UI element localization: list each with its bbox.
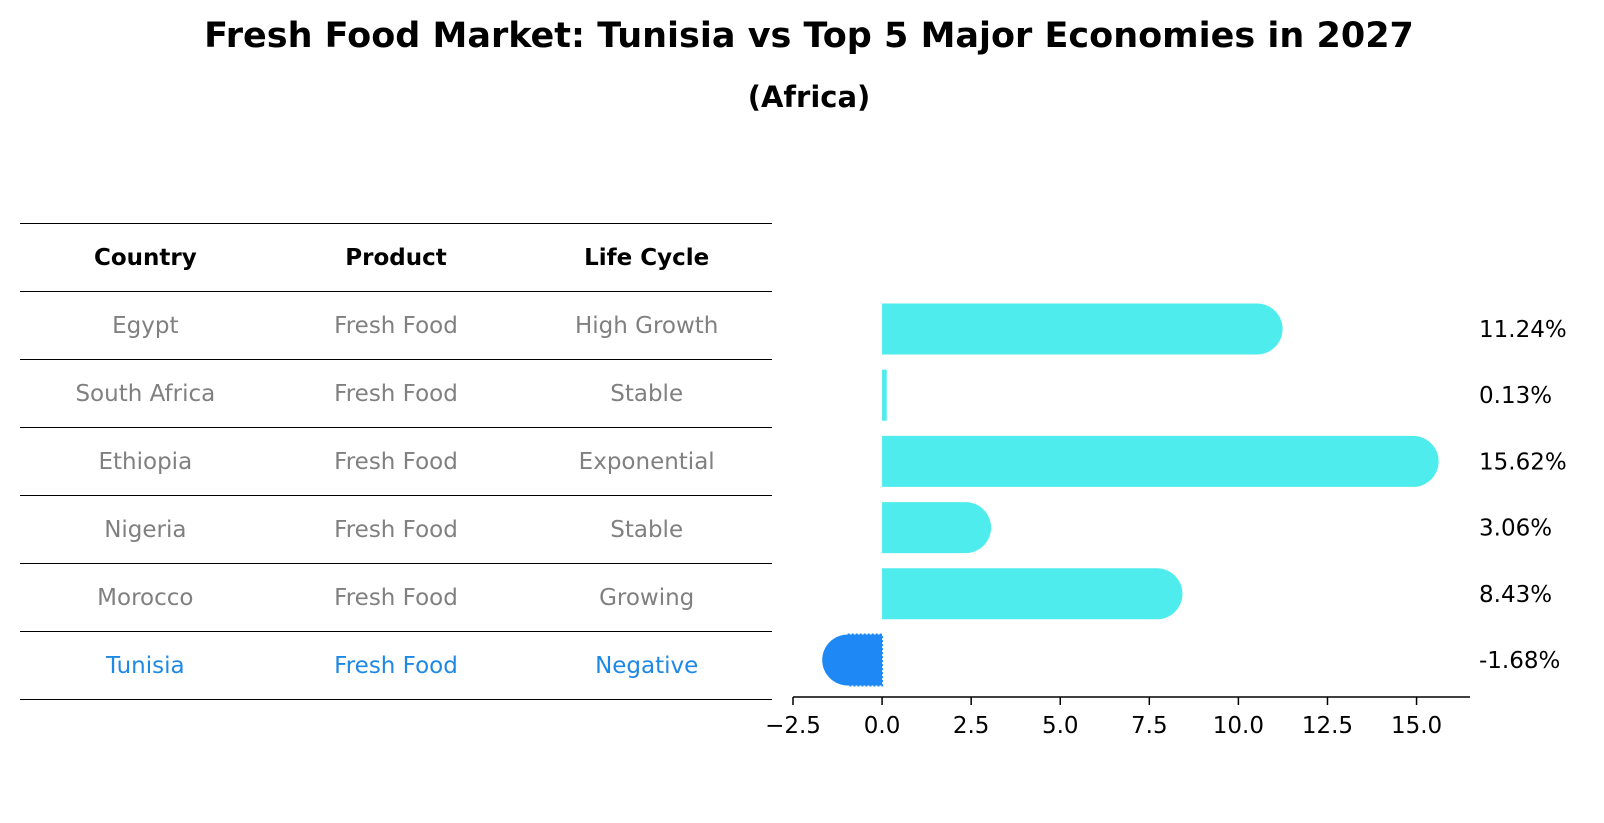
header-product: Product [345,244,447,271]
value-label: 11.24% [1479,317,1567,343]
table-row: Morocco Fresh Food Growing [20,564,772,632]
x-tick-label: −2.5 [765,713,821,739]
x-tick-label: 2.5 [953,713,990,739]
table-header: Country Product Life Cycle [20,223,772,292]
value-label: 15.62% [1479,449,1567,475]
header-country: Country [93,244,197,271]
bar-south-africa [882,369,887,421]
value-label: 0.13% [1479,383,1552,409]
table-row: Egypt Fresh Food High Growth [20,292,772,360]
country-table: Country Product Life Cycle Egypt Fresh F… [20,223,772,700]
x-axis: −2.5 0.0 2.5 5.0 7.5 10.0 12.5 15.0 [765,696,1470,739]
cell-product: Fresh Food [334,652,458,679]
header-life-cycle: Life Cycle [584,244,710,271]
cell-life-cycle: Negative [595,652,699,679]
bar-outline-dotted [847,633,884,687]
x-tick-label: 10.0 [1213,713,1264,739]
value-labels-group: 11.24% 0.13% 15.62% 3.06% 8.43% -1.68% [1479,317,1567,674]
chart-title: Fresh Food Market: Tunisia vs Top 5 Majo… [204,16,1414,56]
bar-tunisia [822,634,883,686]
cell-country: South Africa [75,380,216,407]
bar-nigeria [882,502,992,554]
cell-life-cycle: Stable [610,516,684,543]
table-row: South Africa Fresh Food Stable [20,360,772,428]
cell-product: Fresh Food [334,380,458,407]
bars-group [822,303,1439,687]
cell-country: Tunisia [106,652,185,679]
cell-country: Morocco [97,584,194,611]
value-label: 8.43% [1479,582,1552,608]
cell-product: Fresh Food [334,516,458,543]
cell-product: Fresh Food [334,448,458,475]
x-tick-label: 0.0 [864,713,901,739]
cell-life-cycle: Stable [610,380,684,407]
cell-country: Nigeria [104,516,187,543]
x-tick-label: 5.0 [1042,713,1079,739]
cell-life-cycle: Growing [599,584,695,611]
cell-life-cycle: High Growth [574,312,719,339]
cell-product: Fresh Food [334,584,458,611]
cell-product: Fresh Food [334,312,458,339]
value-label: 3.06% [1479,516,1552,542]
x-tick-label: 7.5 [1131,713,1168,739]
bar-ethiopia [882,435,1439,487]
x-tick-label: 12.5 [1302,713,1353,739]
cell-country: Ethiopia [98,448,193,475]
value-label: -1.68% [1479,648,1560,674]
cell-life-cycle: Exponential [578,448,715,475]
table-row: Ethiopia Fresh Food Exponential [20,428,772,496]
chart-subtitle: (Africa) [747,80,871,114]
bar-morocco [882,568,1183,620]
table-row: Nigeria Fresh Food Stable [20,496,772,564]
bar-egypt [882,303,1283,355]
table-row-highlighted: Tunisia Fresh Food Negative [20,632,772,700]
x-tick-label: 15.0 [1391,713,1442,739]
cell-country: Egypt [112,312,179,339]
